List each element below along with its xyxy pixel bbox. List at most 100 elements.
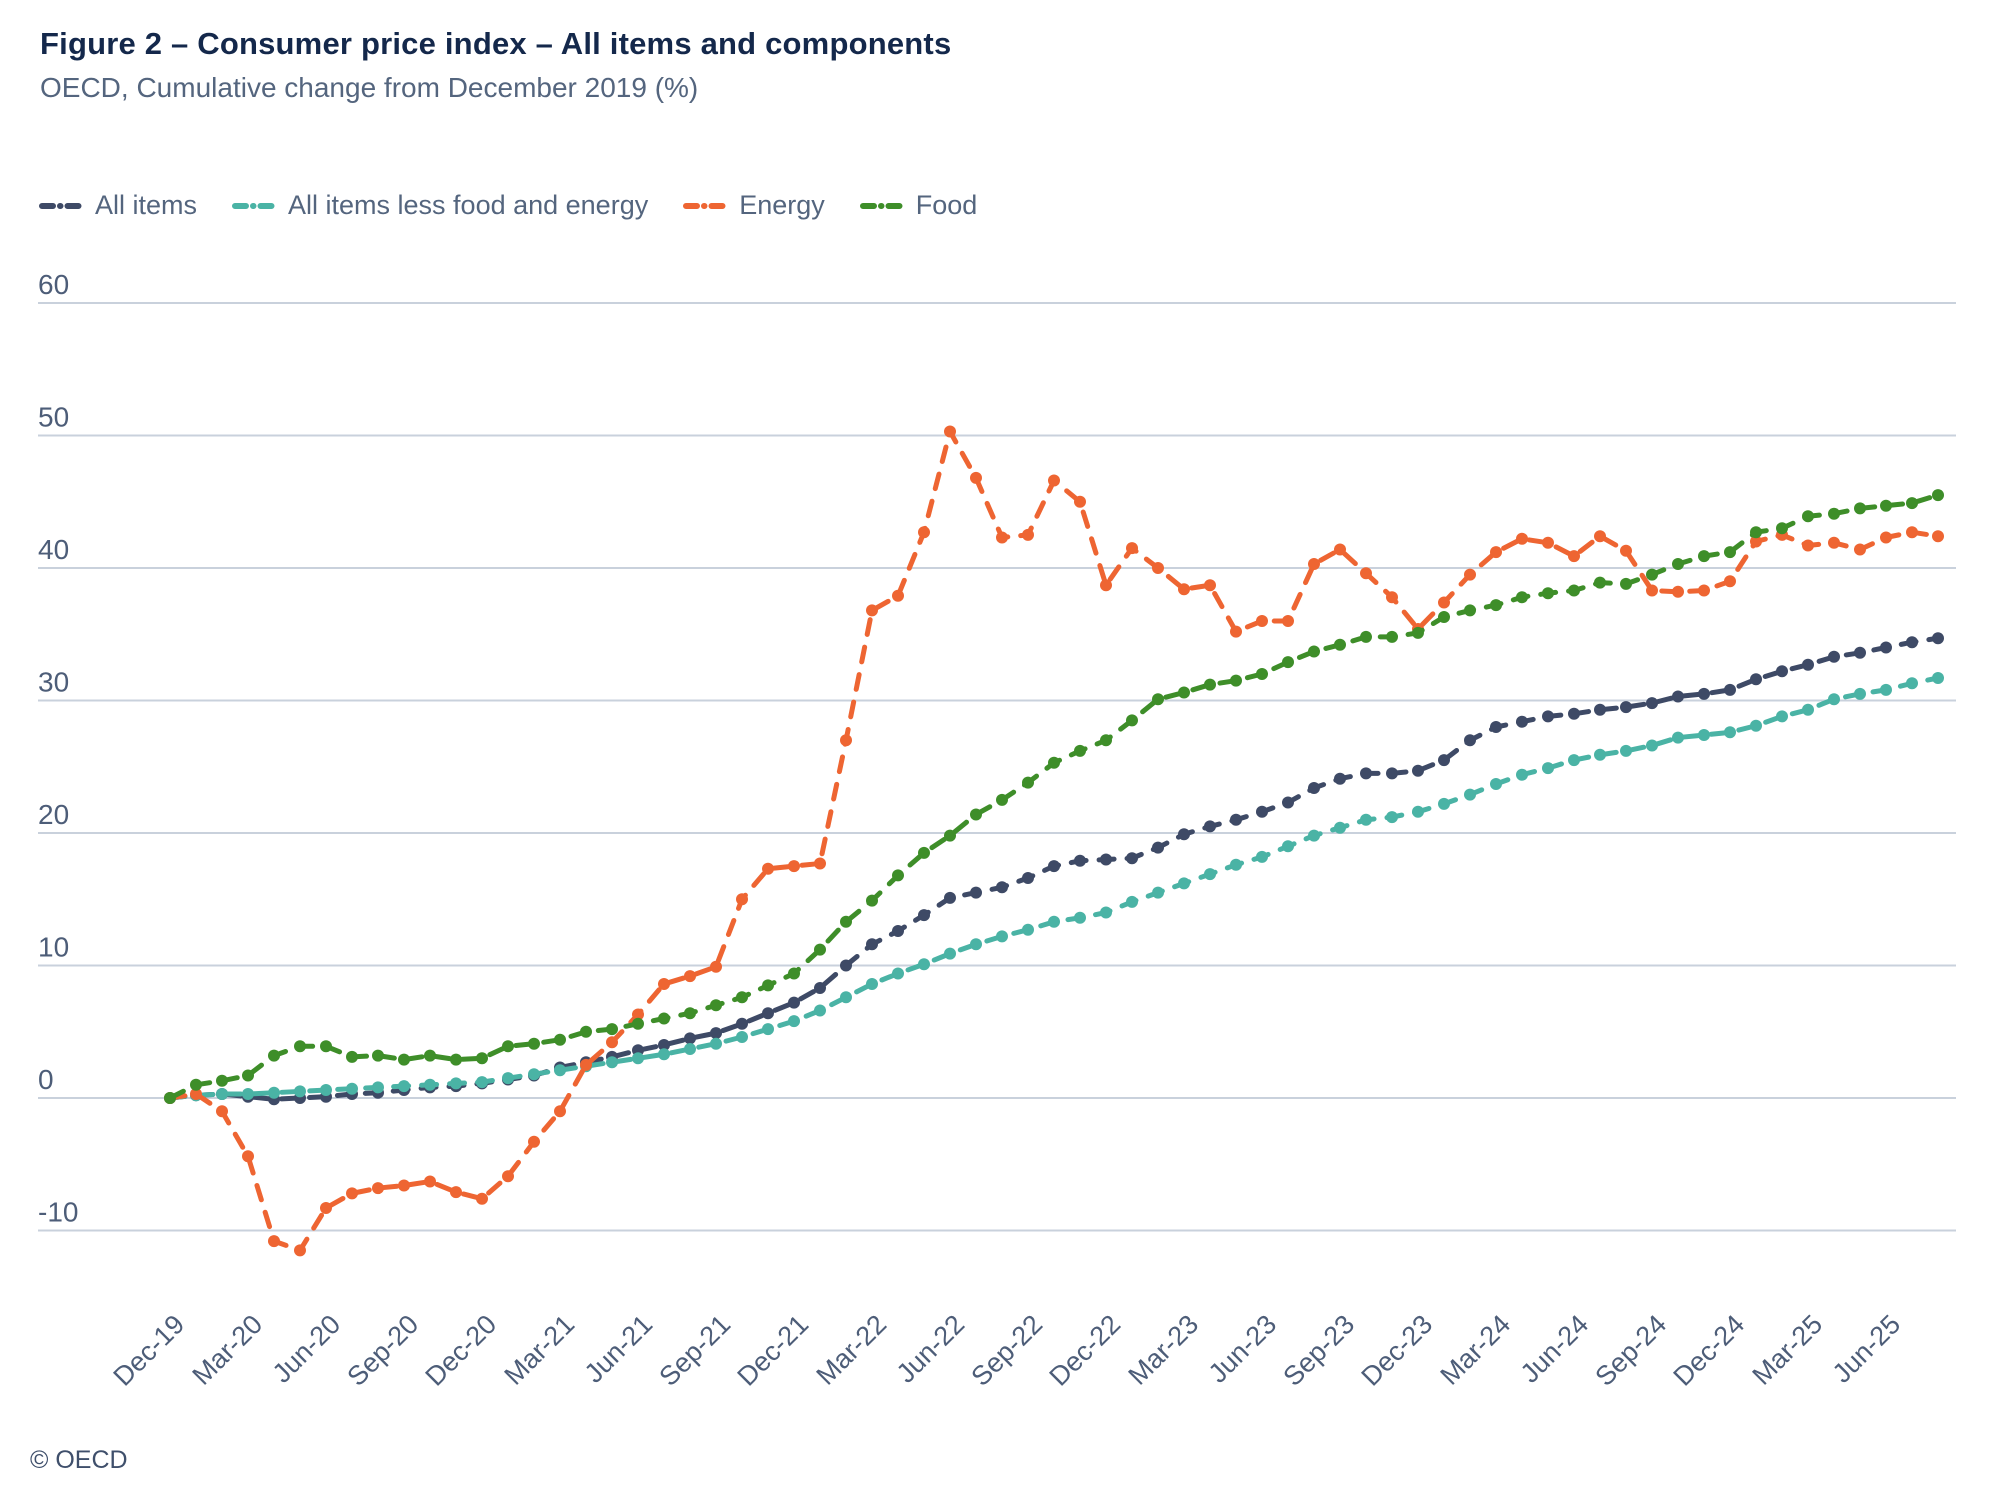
series-point-all-items (1126, 852, 1138, 865)
series-point-food (1022, 776, 1034, 789)
y-axis-tick-label: -10 (38, 1197, 78, 1228)
series-point-all-items-less-food-and-energy (1594, 748, 1606, 761)
series-point-all-items (1776, 665, 1788, 678)
series-point-energy (1360, 567, 1372, 580)
series-point-food (1178, 686, 1190, 699)
series-point-energy (1698, 584, 1710, 597)
series-point-food (1464, 604, 1476, 617)
series-point-all-items-less-food-and-energy (1516, 768, 1528, 781)
series-point-all-items-less-food-and-energy (1932, 672, 1944, 684)
series-point-food (1334, 638, 1346, 651)
series-point-energy (1854, 543, 1866, 556)
series-point-all-items (658, 1039, 670, 1051)
series-point-all-items-less-food-and-energy (1568, 754, 1580, 767)
series-point-all-items-less-food-and-energy (1490, 778, 1502, 790)
series-point-energy (1152, 562, 1164, 574)
series-point-energy (1074, 495, 1086, 508)
series-point-all-items (736, 1017, 748, 1030)
series-point-all-items (788, 996, 800, 1009)
series-point-all-items-less-food-and-energy (996, 930, 1008, 943)
y-axis-tick-label: 0 (38, 1064, 54, 1095)
series-point-all-items (1854, 646, 1866, 659)
series-point-food (1204, 678, 1216, 691)
copyright-note: © OECD (30, 1446, 128, 1474)
series-point-all-items (1308, 782, 1320, 794)
series-point-energy (892, 589, 904, 602)
series-point-food (1308, 645, 1320, 658)
series-point-energy (658, 978, 670, 990)
series-point-energy (1464, 568, 1476, 581)
series-point-energy (1724, 575, 1736, 588)
series-point-energy (1516, 532, 1528, 545)
series-point-all-items-less-food-and-energy (216, 1088, 228, 1100)
series-point-food (1698, 550, 1710, 563)
series-point-all-items-less-food-and-energy (814, 1004, 826, 1017)
series-point-food (1672, 558, 1684, 570)
series-point-all-items (1074, 854, 1086, 867)
series-point-all-items (840, 959, 852, 972)
series-point-energy (1594, 530, 1606, 543)
series-point-all-items-less-food-and-energy (1152, 886, 1164, 899)
series-point-all-items (996, 881, 1008, 894)
series-point-all-items-less-food-and-energy (892, 967, 904, 980)
series-point-all-items (1178, 828, 1190, 841)
series-point-all-items-less-food-and-energy (502, 1072, 514, 1085)
x-axis-tick-label: Dec-24 (1667, 1309, 1750, 1392)
series-point-all-items (1594, 703, 1606, 716)
series-point-energy (1620, 544, 1632, 557)
series-point-all-items-less-food-and-energy (1022, 923, 1034, 936)
series-point-all-items-less-food-and-energy (1906, 677, 1918, 690)
series-point-food (606, 1023, 618, 1036)
series-point-all-items-less-food-and-energy (632, 1052, 644, 1065)
series-point-all-items (1906, 636, 1918, 649)
series-point-food (1620, 577, 1632, 590)
series-point-all-items-less-food-and-energy (1828, 693, 1840, 706)
series-point-all-items (1360, 767, 1372, 780)
series-point-all-items (1828, 650, 1840, 663)
series-point-food (528, 1037, 540, 1050)
series-point-energy (476, 1192, 488, 1205)
series-point-all-items (1672, 690, 1684, 703)
series-line-energy (167, 429, 1941, 1253)
series-point-energy (1438, 596, 1450, 609)
series-point-food (1438, 611, 1450, 623)
series-point-all-items-less-food-and-energy (294, 1085, 306, 1098)
series-point-all-items-less-food-and-energy (1438, 797, 1450, 810)
series-point-energy (1750, 535, 1762, 548)
series-point-food (1802, 510, 1814, 523)
x-axis-tick-label: Sep-23 (1277, 1309, 1360, 1392)
series-point-energy (1672, 585, 1684, 598)
series-point-food (1516, 591, 1528, 604)
series-point-all-items-less-food-and-energy (554, 1064, 566, 1077)
series-point-all-items (1464, 734, 1476, 747)
series-point-energy (970, 471, 982, 484)
series-point-all-items (1022, 872, 1034, 884)
series-point-food (710, 999, 722, 1012)
series-point-food (1724, 546, 1736, 559)
series-point-food (1854, 502, 1866, 515)
series-point-food (502, 1040, 514, 1053)
figure-subtitle: OECD, Cumulative change from December 20… (40, 72, 699, 103)
series-point-food (996, 793, 1008, 806)
series-point-all-items-less-food-and-energy (1880, 683, 1892, 696)
series-point-all-items-less-food-and-energy (1672, 731, 1684, 744)
series-point-energy (1542, 536, 1554, 549)
series-point-food (1932, 489, 1944, 502)
series-point-all-items (1750, 673, 1762, 686)
x-axis-tick-label: Dec-20 (419, 1309, 502, 1392)
series-point-energy (294, 1244, 306, 1257)
series-point-energy (866, 604, 878, 617)
x-axis-tick-label: Dec-19 (107, 1309, 190, 1392)
x-axis-tick-label: Sep-21 (653, 1309, 736, 1392)
series-point-energy (788, 860, 800, 873)
series-point-all-items-less-food-and-energy (1204, 868, 1216, 881)
x-axis-tick-label: Jun-20 (267, 1309, 347, 1389)
series-point-food (450, 1053, 462, 1066)
series-point-food (164, 1092, 176, 1104)
series-point-food (892, 869, 904, 882)
series-point-all-items-less-food-and-energy (1542, 762, 1554, 775)
x-axis-tick-label: Mar-25 (1747, 1309, 1829, 1391)
series-point-all-items-less-food-and-energy (372, 1081, 384, 1094)
x-axis-tick-label: Dec-23 (1355, 1309, 1438, 1392)
